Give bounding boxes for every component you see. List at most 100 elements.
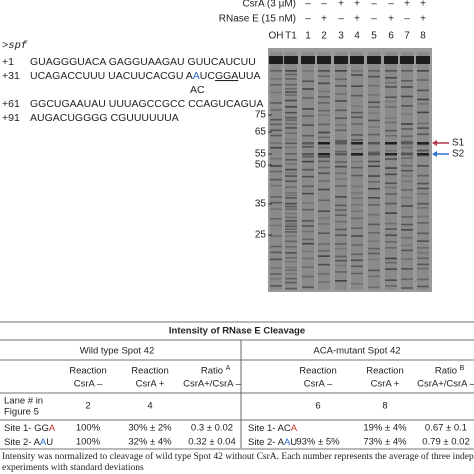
band — [351, 197, 363, 200]
band — [351, 160, 363, 163]
band — [285, 240, 297, 243]
band — [335, 228, 347, 231]
footnote: Intensity was normalized to cleavage of … — [2, 451, 474, 462]
band — [401, 86, 413, 88]
col-header: Ratio — [201, 366, 223, 377]
col-header: CsrA – — [74, 379, 103, 390]
band — [318, 217, 330, 220]
band — [368, 247, 380, 250]
band — [302, 185, 314, 188]
band — [368, 126, 380, 128]
band — [285, 111, 297, 114]
band — [285, 87, 297, 90]
band — [270, 118, 282, 121]
band — [302, 160, 314, 163]
band — [385, 76, 397, 79]
band — [318, 232, 330, 234]
band — [401, 164, 413, 167]
band — [318, 223, 330, 225]
site-arrowhead — [432, 140, 437, 146]
band — [385, 167, 397, 169]
band — [318, 102, 330, 104]
band — [285, 281, 297, 284]
band — [368, 133, 380, 136]
band — [270, 129, 282, 132]
band — [270, 84, 282, 86]
sequence-part: AUGACUGGGG CGUUUUUUA — [30, 112, 179, 124]
band — [368, 151, 380, 154]
band — [270, 157, 282, 160]
band — [335, 172, 347, 175]
band — [401, 95, 413, 98]
band — [318, 156, 330, 158]
band — [335, 243, 347, 245]
band — [285, 172, 297, 174]
col-header: CsrA + — [371, 379, 400, 390]
band — [270, 201, 282, 204]
band — [318, 210, 330, 212]
band — [351, 265, 363, 268]
label-part: A — [284, 437, 291, 448]
band — [270, 102, 282, 104]
band — [302, 257, 314, 260]
band — [302, 192, 314, 195]
lane — [385, 52, 397, 290]
cell: 100% — [76, 437, 101, 448]
site-arrowhead — [432, 151, 437, 157]
band — [270, 208, 282, 211]
col-header: Reaction — [366, 366, 404, 377]
band — [368, 165, 380, 168]
band — [385, 96, 397, 99]
band — [285, 168, 297, 171]
size-marker: 75 — [255, 110, 267, 121]
band — [351, 85, 363, 87]
row-label: Lane # in — [4, 396, 43, 407]
band — [417, 89, 429, 92]
band — [270, 245, 282, 248]
band — [401, 180, 413, 183]
band — [385, 228, 397, 230]
band — [368, 196, 380, 199]
band — [302, 219, 314, 222]
lane-label: 2 — [321, 31, 327, 42]
band — [285, 252, 297, 254]
band — [270, 267, 282, 269]
band — [318, 250, 330, 252]
lane-label: 3 — [338, 31, 344, 42]
band — [318, 123, 330, 126]
band — [385, 212, 397, 214]
band — [368, 213, 380, 216]
label-part: Site 2- A — [248, 437, 285, 448]
band — [285, 216, 297, 219]
band — [270, 196, 282, 198]
band — [285, 223, 297, 225]
band — [385, 247, 397, 249]
band — [285, 163, 297, 165]
band — [270, 109, 282, 111]
band — [385, 173, 397, 176]
band — [351, 116, 363, 119]
lane-label: OH — [269, 31, 284, 42]
csra-sign: + — [420, 0, 426, 10]
band — [385, 150, 397, 152]
band — [285, 158, 297, 161]
csra-label: CsrA (3 µM) — [242, 0, 296, 10]
band — [285, 142, 297, 145]
band — [401, 153, 413, 156]
band — [270, 123, 282, 126]
band — [335, 117, 347, 120]
sequence-part: GGCUGAAUAU UUUAGCCGCC CCAGUCAGUA — [30, 98, 263, 110]
band — [368, 75, 380, 78]
band — [368, 240, 380, 243]
cell: 4 — [147, 401, 152, 412]
rnase-sign: + — [354, 14, 360, 25]
band — [318, 146, 330, 149]
csra-sign: + — [404, 0, 410, 10]
band — [368, 204, 380, 206]
band — [385, 142, 397, 145]
band — [302, 97, 314, 99]
band — [385, 121, 397, 124]
lane-label: 4 — [354, 31, 360, 42]
band — [417, 267, 429, 270]
sequence-line: AUGACUGGGG CGUUUUUUA — [30, 112, 179, 124]
